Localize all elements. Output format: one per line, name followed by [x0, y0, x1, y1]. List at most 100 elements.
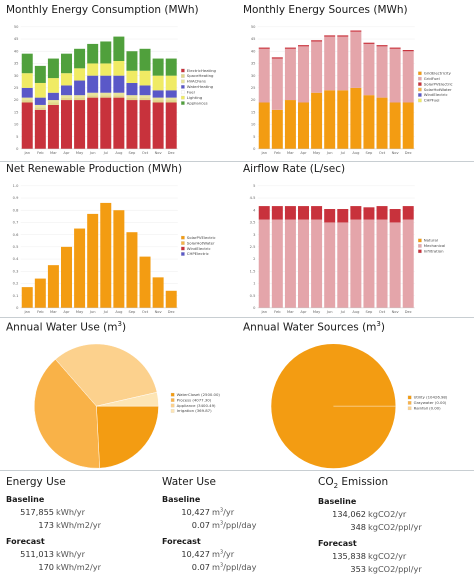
- bar-segment: [126, 95, 138, 98]
- bar-segment: [298, 206, 309, 220]
- bar-segment: [258, 219, 270, 308]
- legend-label: SpaceHeating: [187, 73, 214, 78]
- x-tick-label: Aug: [115, 310, 122, 314]
- bar-segment: [34, 65, 46, 83]
- bar-segment: [350, 219, 362, 308]
- legend-label: GridElectricity: [424, 71, 452, 76]
- bar-segment: [165, 102, 177, 149]
- legend-swatch: [181, 95, 185, 100]
- bar-segment: [152, 102, 164, 149]
- co2-baseline-annual: 134,062 kgCO2/yr: [332, 509, 407, 520]
- y-tick-label: 30: [14, 74, 19, 78]
- y-tick-label: 45: [14, 37, 19, 41]
- energy-forecast-label: Forecast: [6, 537, 45, 546]
- legend-label: SolarHotWater: [187, 240, 215, 245]
- y-tick-label: 5: [253, 135, 255, 139]
- bar-segment: [271, 58, 283, 110]
- x-tick-label: Sep: [129, 151, 137, 155]
- legend-swatch: [170, 409, 175, 413]
- energy-consumption-chart: 0 5 10 15 20 25 30 35 40 45 50 Jan Feb Mar Apr May Jun Ju…: [14, 25, 217, 155]
- y-tick-label: 25: [251, 86, 256, 90]
- x-tick-label: Mar: [50, 151, 57, 155]
- y-tick-label: 0: [16, 306, 19, 310]
- bar-segment: [139, 95, 151, 98]
- bar-segment: [113, 61, 125, 76]
- legend-label: Infiltration: [424, 249, 444, 254]
- bar-segment: [61, 100, 72, 149]
- legend-label: Appliance (3400.49): [177, 403, 216, 408]
- bar-segment: [337, 36, 349, 91]
- water-forecast-annual: 10,427 m3/yr: [181, 549, 235, 559]
- bar-segment: [126, 100, 138, 149]
- bar-segment: [74, 100, 86, 149]
- bar-segment: [113, 97, 125, 149]
- y-tick-label: 0.5: [13, 245, 19, 249]
- y-tick-label: 0.2: [13, 282, 19, 286]
- legend-label: Natural: [424, 238, 438, 243]
- legend-label: GridFuel: [424, 76, 440, 81]
- x-tick-label: May: [313, 151, 321, 155]
- y-tick-label: 2: [253, 257, 255, 261]
- bar-segment: [74, 228, 86, 308]
- legend-label: Graywater (0.00): [414, 400, 447, 405]
- bar-segment: [61, 85, 72, 96]
- x-tick-label: Sep: [129, 310, 137, 314]
- legend-swatch: [418, 71, 422, 76]
- bar-segment: [21, 102, 33, 149]
- legend-label: WindElectric: [424, 92, 448, 97]
- bar-segment: [74, 95, 86, 98]
- bar-segment: [324, 90, 336, 149]
- x-tick-label: Mar: [50, 310, 57, 314]
- water-baseline-per-person: 0.07 m3/ppl/day: [191, 520, 257, 530]
- bar-segment: [139, 48, 151, 71]
- water-forecast-label: Forecast: [162, 537, 201, 546]
- y-tick-label: 10: [251, 123, 256, 127]
- bar-segment: [113, 75, 125, 93]
- legend-swatch: [181, 90, 185, 95]
- bar-segment: [139, 256, 151, 308]
- bar-segment: [47, 104, 59, 149]
- legend-swatch: [418, 87, 422, 92]
- legend-label: HVACFans: [187, 79, 206, 84]
- bar-segment: [402, 50, 414, 52]
- legend-swatch: [181, 246, 185, 251]
- legend-label: SolarHotWater: [424, 87, 452, 92]
- bar-segment: [284, 219, 296, 308]
- bar-segment: [165, 58, 177, 76]
- bar-segment: [363, 43, 375, 96]
- bar-segment: [47, 100, 59, 103]
- bar-segment: [87, 95, 99, 98]
- pie-slice: [55, 343, 158, 407]
- bar-segment: [165, 97, 177, 101]
- bar-segment: [298, 45, 309, 47]
- energy-sources-title: Monthly Energy Sources (MWh): [243, 4, 408, 16]
- bar-segment: [34, 278, 46, 308]
- bar-segment: [284, 47, 296, 49]
- bar-segment: [389, 222, 401, 308]
- bar-segment: [284, 100, 296, 149]
- x-tick-label: Nov: [155, 310, 163, 314]
- y-tick-label: 0: [253, 306, 256, 310]
- x-tick-label: Jun: [326, 310, 333, 314]
- airflow-title: Airflow Rate (L/sec): [243, 163, 346, 175]
- legend-swatch: [407, 406, 412, 411]
- bar-segment: [113, 95, 125, 98]
- legend-label: Lighting: [187, 95, 203, 100]
- bar-segment: [61, 73, 72, 86]
- y-tick-label: 0.7: [13, 221, 19, 225]
- x-tick-label: Nov: [392, 151, 400, 155]
- legend-label: Process (4077.30): [177, 397, 212, 402]
- bar-segment: [21, 87, 33, 98]
- x-tick-label: Nov: [392, 310, 400, 314]
- bar-segment: [21, 97, 33, 101]
- legend-swatch: [418, 98, 422, 103]
- bar-segment: [152, 97, 164, 101]
- legend-swatch: [418, 238, 422, 243]
- x-tick-label: Oct: [142, 310, 149, 314]
- bar-segment: [337, 35, 349, 37]
- bar-segment: [47, 92, 59, 101]
- bar-segment: [152, 277, 164, 308]
- energy-baseline-intensity: 173 kWh/m2/yr: [38, 520, 101, 530]
- y-tick-label: 3: [253, 233, 255, 237]
- bar-segment: [298, 102, 309, 149]
